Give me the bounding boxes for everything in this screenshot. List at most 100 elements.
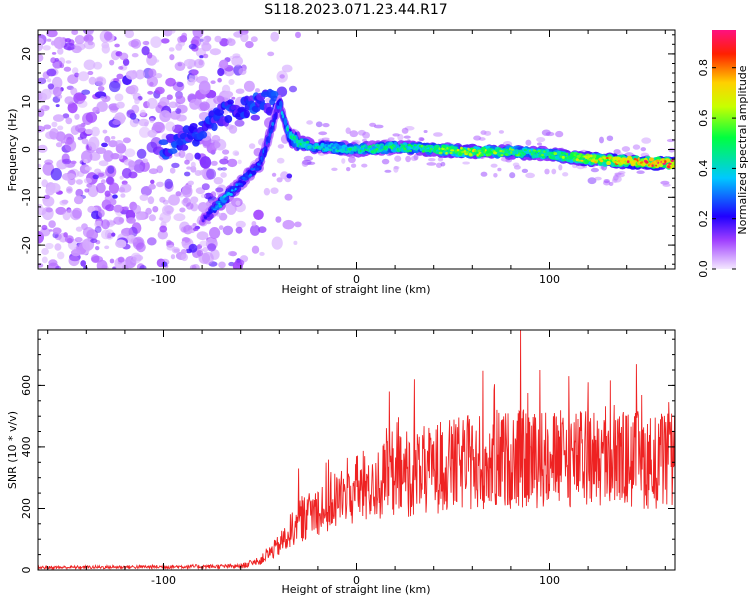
noise-blob: [192, 227, 199, 232]
noise-blob: [72, 207, 83, 219]
noise-blob: [536, 137, 546, 143]
noise-blob: [227, 158, 238, 168]
noise-blob: [111, 136, 116, 140]
noise-blob: [243, 80, 255, 92]
ridge-blob: [503, 148, 506, 151]
noise-blob: [61, 199, 69, 204]
noise-blob: [384, 169, 392, 173]
ridge-blob: [486, 150, 490, 154]
noise-blob: [64, 235, 74, 244]
noise-blob: [231, 96, 236, 100]
noise-blob: [148, 214, 156, 222]
noise-blob: [85, 111, 98, 123]
ridge-blob: [670, 159, 674, 163]
noise-blob: [222, 90, 234, 98]
noise-blob: [75, 93, 87, 102]
noise-blob: [159, 110, 171, 123]
noise-blob: [55, 206, 67, 215]
ridge-blob: [230, 189, 234, 192]
noise-blob: [315, 121, 323, 128]
colorbar-tick-label: 0.2: [697, 210, 710, 228]
ridge-blob: [461, 150, 465, 154]
noise-blob: [38, 37, 44, 46]
spectral-blob: [167, 148, 178, 154]
noise-blob: [46, 30, 58, 38]
noise-blob: [171, 162, 180, 168]
noise-blob: [183, 197, 189, 204]
noise-blob: [387, 137, 395, 141]
spectral-blob: [180, 144, 189, 151]
noise-blob: [536, 142, 543, 146]
noise-blob: [57, 251, 65, 260]
noise-blob: [82, 227, 95, 238]
noise-blob: [38, 125, 46, 133]
ridge-blob: [211, 206, 214, 210]
noise-blob: [72, 67, 79, 75]
noise-blob: [96, 77, 104, 83]
noise-blob: [55, 104, 60, 108]
noise-blob: [521, 168, 529, 174]
ridge-blob: [320, 142, 325, 148]
ridge-blob: [593, 155, 597, 159]
noise-blob: [90, 238, 98, 244]
noise-blob: [101, 142, 108, 148]
noise-blob: [89, 151, 101, 161]
noise-blob: [41, 224, 48, 231]
ridge-blob: [403, 147, 407, 151]
noise-blob: [149, 117, 155, 123]
noise-blob: [594, 176, 602, 181]
noise-blob: [57, 125, 64, 131]
noise-blob: [83, 159, 88, 164]
spectrogram-plot-area: [38, 30, 675, 269]
noise-blob: [202, 139, 211, 149]
noise-blob: [148, 183, 156, 190]
noise-blob: [142, 158, 148, 163]
ridge-blob: [384, 145, 389, 149]
ridge-blob: [256, 167, 260, 171]
noise-blob: [104, 245, 110, 250]
ridge-blob: [474, 149, 477, 153]
noise-blob: [83, 40, 96, 50]
ridge-blob: [208, 211, 213, 214]
noise-blob: [403, 135, 411, 139]
snr-panel: -100 0 100 0 200 400 600 Height of straight li…: [6, 329, 676, 596]
noise-blob: [618, 171, 626, 175]
x-tick-label: 0: [353, 574, 360, 587]
noise-blob: [281, 64, 293, 73]
noise-blob: [150, 36, 162, 48]
noise-blob: [171, 247, 180, 254]
noise-blob: [341, 158, 346, 164]
noise-blob: [147, 90, 154, 95]
ridge-blob: [561, 155, 566, 159]
ridge-blob: [563, 152, 566, 156]
ridge-blob: [632, 162, 636, 165]
noise-blob: [210, 80, 216, 84]
ridge-blob: [372, 144, 375, 147]
noise-blob: [181, 241, 186, 244]
noise-blob: [250, 114, 260, 121]
noise-blob: [125, 70, 138, 80]
colorbar: 0.0 0.2 0.4 0.6 0.8 Normalized spectral ampl…: [697, 30, 749, 278]
ridge-blob: [381, 148, 384, 151]
ridge-blob: [305, 140, 310, 144]
noise-blob: [48, 220, 56, 229]
noise-blob: [60, 141, 65, 144]
ridge-blob: [347, 149, 352, 153]
ridge-blob: [260, 156, 262, 161]
noise-blob: [235, 220, 246, 228]
ridge-blob: [551, 156, 555, 160]
noise-blob: [46, 68, 57, 77]
noise-blob: [189, 264, 197, 269]
y-tick-label: 0: [20, 146, 33, 153]
noise-blob: [295, 31, 301, 39]
noise-blob: [117, 256, 125, 263]
ridge-blob: [484, 149, 487, 152]
ridge-blob: [237, 182, 241, 186]
noise-blob: [83, 59, 96, 71]
ridge-blob: [341, 148, 345, 152]
ridge-blob: [429, 149, 432, 153]
noise-blob: [156, 181, 164, 188]
noise-blob: [110, 153, 120, 160]
x-tick-label: 100: [539, 273, 560, 286]
noise-blob: [217, 167, 223, 171]
